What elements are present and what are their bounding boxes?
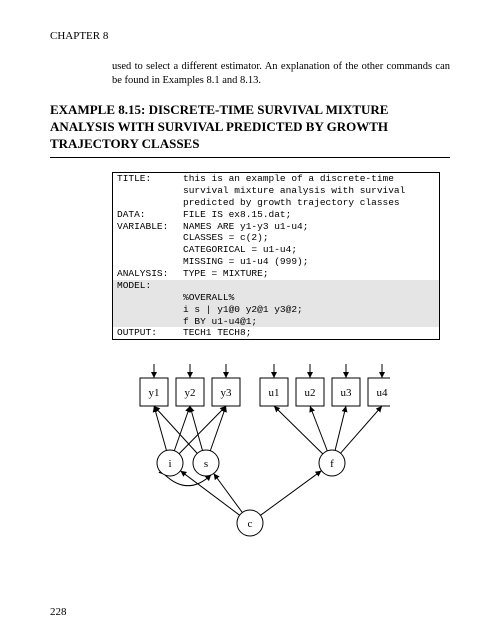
code-row: i s | y1@0 y2@1 y3@2; bbox=[113, 304, 439, 316]
example-title-line3: TRAJECTORY CLASSES bbox=[50, 136, 199, 151]
code-row: CATEGORICAL = u1-u4; bbox=[113, 244, 439, 256]
diagram-edge bbox=[341, 406, 382, 453]
diagram-edge bbox=[260, 471, 321, 516]
code-val: this is an example of a discrete-time bbox=[183, 173, 439, 185]
page-number: 228 bbox=[50, 606, 67, 618]
diagram-edge bbox=[174, 406, 190, 451]
code-row: predicted by growth trajectory classes bbox=[113, 197, 439, 209]
example-title-line2: ANALYSIS WITH SURVIVAL PREDICTED BY GROW… bbox=[50, 119, 388, 134]
diagram-edge bbox=[210, 406, 226, 451]
diagram-edge bbox=[274, 406, 323, 454]
node-label: s bbox=[204, 458, 208, 470]
code-row: %OVERALL% bbox=[113, 292, 439, 304]
intro-paragraph: used to select a different estimator. An… bbox=[112, 60, 450, 88]
code-row: DATA:FILE IS ex8.15.dat; bbox=[113, 209, 439, 221]
code-val: f BY u1-u4@1; bbox=[183, 316, 439, 328]
node-label: u4 bbox=[377, 387, 389, 399]
node-label: u1 bbox=[269, 387, 280, 399]
example-title-line1: EXAMPLE 8.15: DISCRETE-TIME SURVIVAL MIX… bbox=[50, 102, 388, 117]
code-val: survival mixture analysis with survival bbox=[183, 185, 439, 197]
node-label: y2 bbox=[185, 387, 196, 399]
diagram-edge bbox=[179, 406, 226, 454]
code-key: DATA: bbox=[113, 209, 183, 221]
node-label: y1 bbox=[149, 387, 160, 399]
code-key bbox=[113, 232, 183, 244]
diagram-edge bbox=[335, 406, 346, 450]
diagram-edge bbox=[180, 471, 239, 515]
node-label: u2 bbox=[305, 387, 316, 399]
code-val: CATEGORICAL = u1-u4; bbox=[183, 244, 439, 256]
code-key bbox=[113, 185, 183, 197]
node-label: u3 bbox=[341, 387, 353, 399]
diagram-edge bbox=[190, 406, 202, 450]
code-key: TITLE: bbox=[113, 173, 183, 185]
path-diagram: y1 y2 y3 u1 u2 u3 u4 i s f c bbox=[50, 358, 450, 543]
code-key bbox=[113, 304, 183, 316]
code-key bbox=[113, 316, 183, 328]
code-row: MISSING = u1-u4 (999); bbox=[113, 256, 439, 268]
code-val: CLASSES = c(2); bbox=[183, 232, 439, 244]
chapter-label: CHAPTER 8 bbox=[50, 30, 450, 42]
code-val: i s | y1@0 y2@1 y3@2; bbox=[183, 304, 439, 316]
code-row: f BY u1-u4@1; bbox=[113, 316, 439, 328]
code-key bbox=[113, 292, 183, 304]
code-row: MODEL: bbox=[113, 280, 439, 292]
node-label: c bbox=[248, 518, 253, 530]
code-row: VARIABLE:NAMES ARE y1-y3 u1-u4; bbox=[113, 221, 439, 233]
code-val: %OVERALL% bbox=[183, 292, 439, 304]
code-val: TECH1 TECH8; bbox=[183, 327, 439, 339]
code-block: TITLE:this is an example of a discrete-t… bbox=[112, 172, 440, 340]
node-label: y3 bbox=[221, 387, 233, 399]
code-key bbox=[113, 197, 183, 209]
code-val: FILE IS ex8.15.dat; bbox=[183, 209, 439, 221]
code-key bbox=[113, 256, 183, 268]
node-label: i bbox=[168, 458, 171, 470]
code-key: ANALYSIS: bbox=[113, 268, 183, 280]
code-row: CLASSES = c(2); bbox=[113, 232, 439, 244]
example-title: EXAMPLE 8.15: DISCRETE-TIME SURVIVAL MIX… bbox=[50, 102, 450, 153]
code-val: MISSING = u1-u4 (999); bbox=[183, 256, 439, 268]
code-row: TITLE:this is an example of a discrete-t… bbox=[113, 173, 439, 185]
code-val bbox=[183, 280, 439, 292]
code-row: survival mixture analysis with survival bbox=[113, 185, 439, 197]
node-label: f bbox=[330, 458, 334, 470]
code-val: TYPE = MIXTURE; bbox=[183, 268, 439, 280]
code-key: MODEL: bbox=[113, 280, 183, 292]
title-underline bbox=[50, 157, 450, 158]
code-key bbox=[113, 244, 183, 256]
code-key: VARIABLE: bbox=[113, 221, 183, 233]
code-row: OUTPUT:TECH1 TECH8; bbox=[113, 327, 439, 339]
code-val: NAMES ARE y1-y3 u1-u4; bbox=[183, 221, 439, 233]
code-key: OUTPUT: bbox=[113, 327, 183, 339]
code-val: predicted by growth trajectory classes bbox=[183, 197, 439, 209]
diagram-svg: y1 y2 y3 u1 u2 u3 u4 i s f c bbox=[110, 358, 390, 543]
code-row: ANALYSIS:TYPE = MIXTURE; bbox=[113, 268, 439, 280]
